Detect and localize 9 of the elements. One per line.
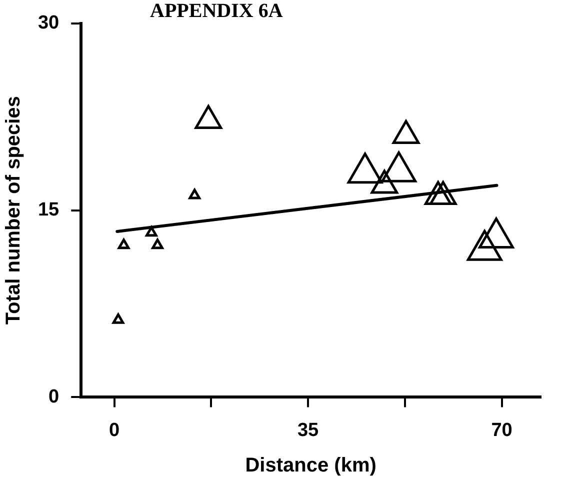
- y-tick-label: 30: [38, 12, 60, 34]
- y-axis-title: Total number of species: [2, 96, 25, 325]
- x-tick-label: 0: [109, 420, 120, 441]
- x-axis-title: Distance (km): [245, 454, 376, 477]
- y-tick-label: 0: [48, 386, 60, 408]
- x-tick-label: 35: [297, 420, 320, 441]
- chart-title: APPENDIX 6A: [150, 0, 283, 23]
- y-tick-label: 15: [38, 200, 60, 221]
- x-tick-label: 70: [491, 420, 512, 441]
